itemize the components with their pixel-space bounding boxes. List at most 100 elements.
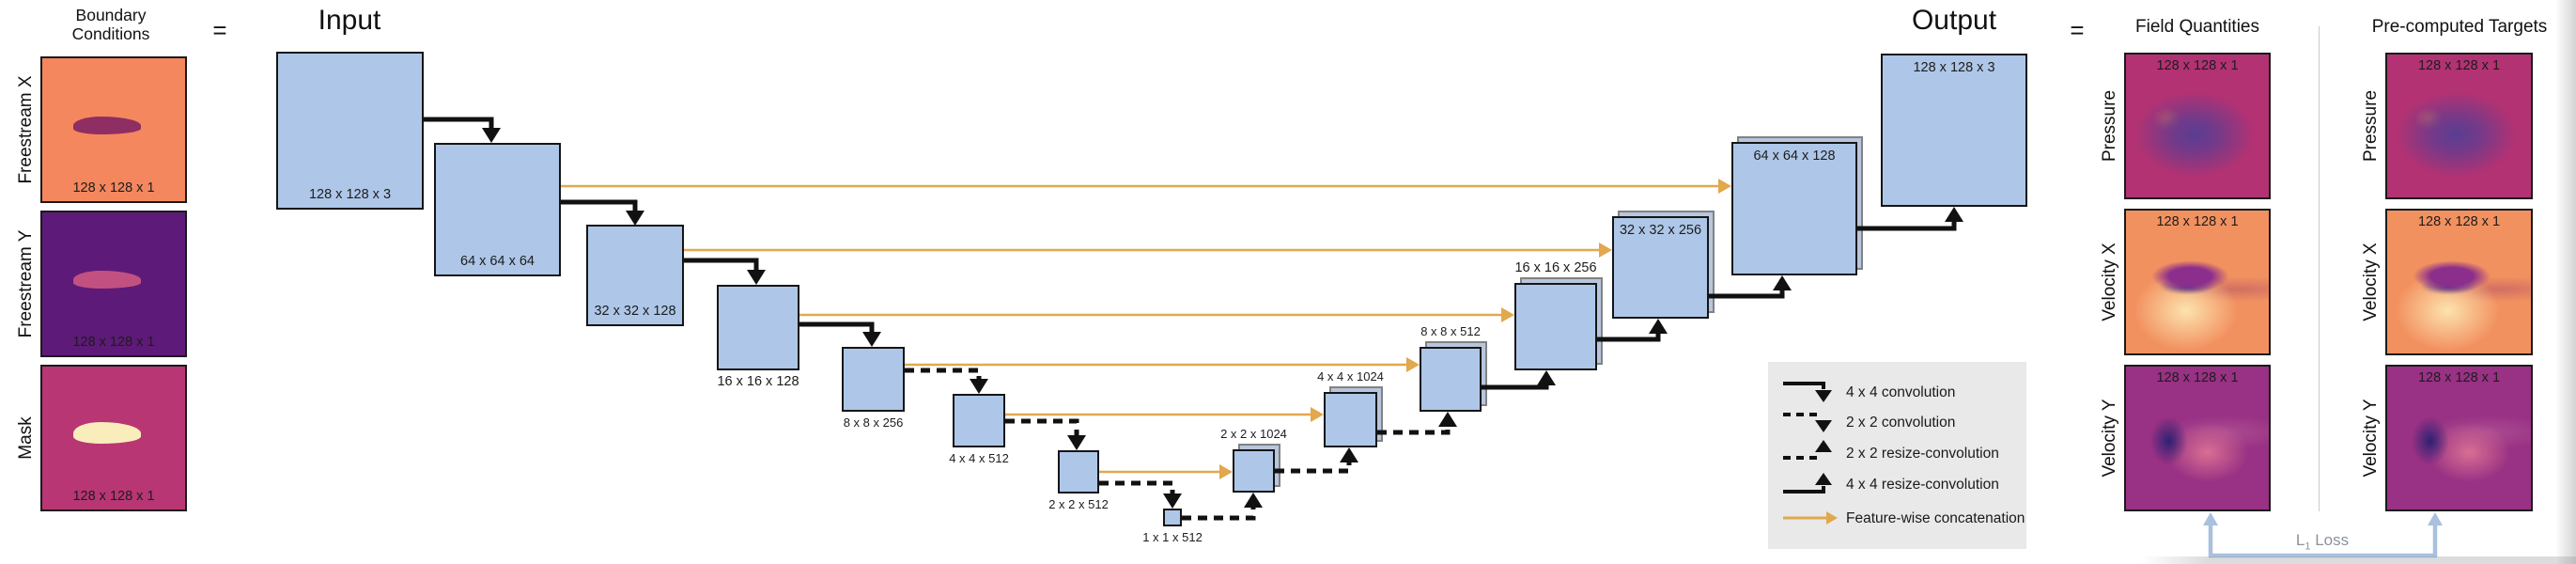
arrow-2x2resize-convolution — [1275, 462, 1352, 474]
column-separator — [2319, 26, 2320, 511]
unet-box-4x4x1024 — [1324, 392, 1377, 447]
fq-image-label: Velocity Y — [2100, 399, 2119, 478]
fq-image-pressure — [2124, 53, 2271, 199]
unet-box-32x32x128-dim: 32 x 32 x 128 — [594, 304, 676, 319]
precomputed-targets-header: Pre-computed Targets — [2371, 17, 2548, 37]
input-title: Input — [318, 5, 381, 36]
arrowhead — [2428, 512, 2443, 525]
legend-label-concat: Feature-wise concatenation — [1846, 510, 2025, 526]
screen-edge-shade-bottom — [2142, 556, 2576, 564]
unet-box-2x2x512 — [1058, 450, 1099, 494]
screen-edge-shade-right — [2555, 0, 2576, 564]
unet-box-64x64x128-dim: 64 x 64 x 128 — [1753, 149, 1836, 164]
output-title: Output — [1911, 5, 1997, 36]
arrowhead — [1219, 464, 1233, 479]
airfoil-shape — [73, 271, 141, 289]
arrowhead — [747, 270, 766, 285]
boundary-image-mask — [40, 365, 187, 511]
fq-image-velocity-x — [2124, 209, 2271, 355]
unet-box-128x128x3-dim: 128 x 128 x 3 — [1913, 60, 1995, 75]
unet-box-64x64x64 — [434, 143, 561, 276]
arrow-2x2convolution — [905, 368, 982, 379]
arrowhead — [626, 211, 644, 226]
arrowhead — [482, 128, 501, 143]
pt-image-dim: 128 x 128 x 1 — [2417, 58, 2501, 73]
unet-box-32x32x256-dim: 32 x 32 x 256 — [1619, 223, 1702, 238]
unet-box-2x2x1024 — [1233, 449, 1275, 493]
arrowhead — [970, 379, 988, 394]
unet-box-4x4x512-dim: 4 x 4 x 512 — [949, 451, 1009, 465]
fq-image-label: Pressure — [2100, 89, 2119, 163]
arrow-2x2resize-convolution — [1377, 427, 1451, 435]
arrow-2x2convolution — [1099, 480, 1175, 494]
arrow-4x4resize-convolution — [1857, 222, 1957, 231]
pt-image-label: Velocity X — [2361, 243, 2381, 321]
arrowhead — [1163, 494, 1182, 509]
boundary-conditions-line1: Boundary — [75, 6, 147, 24]
l1-loss-base: L — [2295, 531, 2305, 549]
unet-box-2x2x1024-dim: 2 x 2 x 1024 — [1220, 427, 1287, 441]
l1-loss-rest: Loss — [2310, 531, 2350, 549]
arrowhead — [2203, 512, 2218, 525]
arrowhead — [1501, 307, 1514, 322]
unet-box-128x128x3 — [1881, 54, 2027, 207]
arrowhead — [1537, 370, 1556, 385]
unet-box-16x16x128 — [717, 285, 799, 370]
arrowhead — [1649, 319, 1668, 334]
boundary-image-dim: 128 x 128 x 1 — [72, 180, 155, 196]
boundary-image-label: Freestream Y — [16, 229, 36, 338]
arrowhead — [1945, 207, 1963, 222]
pt-image-label: Pressure — [2361, 89, 2381, 163]
airfoil-shape — [73, 422, 141, 445]
arrowhead — [1067, 435, 1086, 450]
arrow-4x4convolution — [424, 117, 494, 128]
unet-box-128x128x3 — [276, 52, 424, 210]
arrowhead — [1406, 357, 1420, 372]
unet-box-8x8x256 — [842, 347, 905, 412]
arrowhead — [1244, 493, 1263, 508]
boundary-conditions-header: Boundary Conditions — [72, 6, 150, 43]
unet-box-8x8x256-dim: 8 x 8 x 256 — [843, 415, 904, 430]
l1-loss-label: L1 Loss — [2296, 531, 2349, 552]
fq-image-dim: 128 x 128 x 1 — [2156, 58, 2239, 73]
field-quantities-header: Field Quantities — [2134, 17, 2260, 37]
unet-box-4x4x1024-dim: 4 x 4 x 1024 — [1317, 369, 1384, 384]
unet-box-64x64x128 — [1731, 142, 1857, 275]
fq-image-label: Velocity X — [2100, 243, 2119, 321]
legend-label-conv-4x4: 4 x 4 convolution — [1846, 384, 1956, 400]
arrow-2x2resize-convolution — [1182, 508, 1256, 521]
legend-label-resize-conv-2x2: 2 x 2 resize-convolution — [1846, 446, 1999, 462]
arrow-4x4convolution — [684, 258, 759, 270]
fq-image-velocity-y — [2124, 365, 2271, 511]
arrowhead — [1340, 447, 1358, 462]
arrowhead — [1311, 407, 1324, 422]
boundary-image-dim: 128 x 128 x 1 — [72, 489, 155, 504]
arrowhead — [1599, 243, 1612, 258]
unet-box-2x2x512-dim: 2 x 2 x 512 — [1048, 497, 1109, 511]
arrowhead — [1438, 412, 1457, 427]
unet-box-16x16x128-dim: 16 x 16 x 128 — [717, 374, 799, 389]
pt-image-velocity-y — [2385, 365, 2533, 511]
arrowhead — [1718, 179, 1731, 194]
boundary-image-freestream-x — [40, 56, 187, 203]
pt-image-velocity-x — [2385, 209, 2533, 355]
boundary-image-dim: 128 x 128 x 1 — [72, 335, 155, 350]
unet-box-16x16x256 — [1514, 283, 1597, 370]
pt-image-pressure — [2385, 53, 2533, 199]
arrowhead — [1773, 275, 1792, 290]
arrow-4x4convolution — [561, 199, 638, 211]
airfoil-shape — [73, 117, 141, 134]
unet-box-8x8x512-dim: 8 x 8 x 512 — [1420, 324, 1481, 338]
equals-sign-left: = — [212, 16, 227, 44]
arrow-2x2convolution — [1005, 418, 1079, 435]
arrow-4x4resize-convolution — [1709, 290, 1785, 299]
arrowhead — [862, 332, 881, 347]
unet-box-128x128x3-dim: 128 x 128 x 3 — [308, 187, 392, 202]
boundary-image-label: Freestream X — [16, 75, 36, 184]
unet-box-32x32x256 — [1612, 216, 1709, 319]
fq-image-dim: 128 x 128 x 1 — [2156, 370, 2239, 385]
unet-box-1x1x512-dim: 1 x 1 x 512 — [1142, 530, 1203, 544]
l1-loss-subscript: 1 — [2304, 540, 2311, 553]
boundary-image-freestream-y — [40, 211, 187, 357]
